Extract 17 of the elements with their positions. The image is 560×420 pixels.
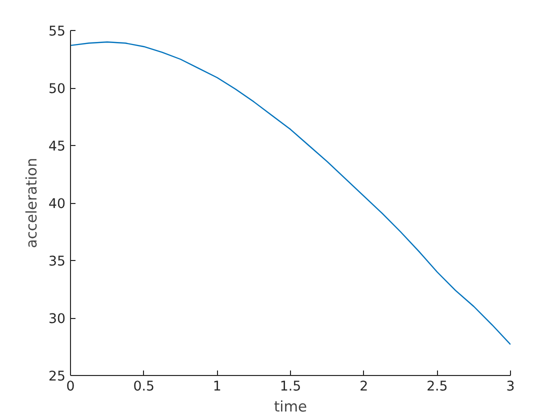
- x-tick-label: 2: [360, 380, 368, 394]
- x-tick-label: 3: [506, 380, 515, 394]
- x-tick-label: 0.5: [133, 380, 154, 394]
- y-tick-label: 25: [48, 370, 66, 384]
- y-tick-label: 35: [48, 254, 66, 270]
- y-tick-label: 45: [48, 140, 66, 154]
- y-tick-label: 55: [48, 24, 66, 40]
- y-tick-label: 50: [48, 82, 66, 97]
- x-tick-label: 2.5: [426, 380, 448, 394]
- y-tick-label: 30: [48, 312, 66, 327]
- y-axis-title: acceleration: [24, 158, 41, 248]
- x-tick-label: 1.5: [280, 380, 302, 394]
- x-axis-title: time: [274, 398, 308, 416]
- x-tick-label: 1: [212, 380, 222, 394]
- x-tick-label: 0: [66, 380, 75, 394]
- y-tick-label: 40: [48, 197, 66, 212]
- line-series: [70, 41, 510, 346]
